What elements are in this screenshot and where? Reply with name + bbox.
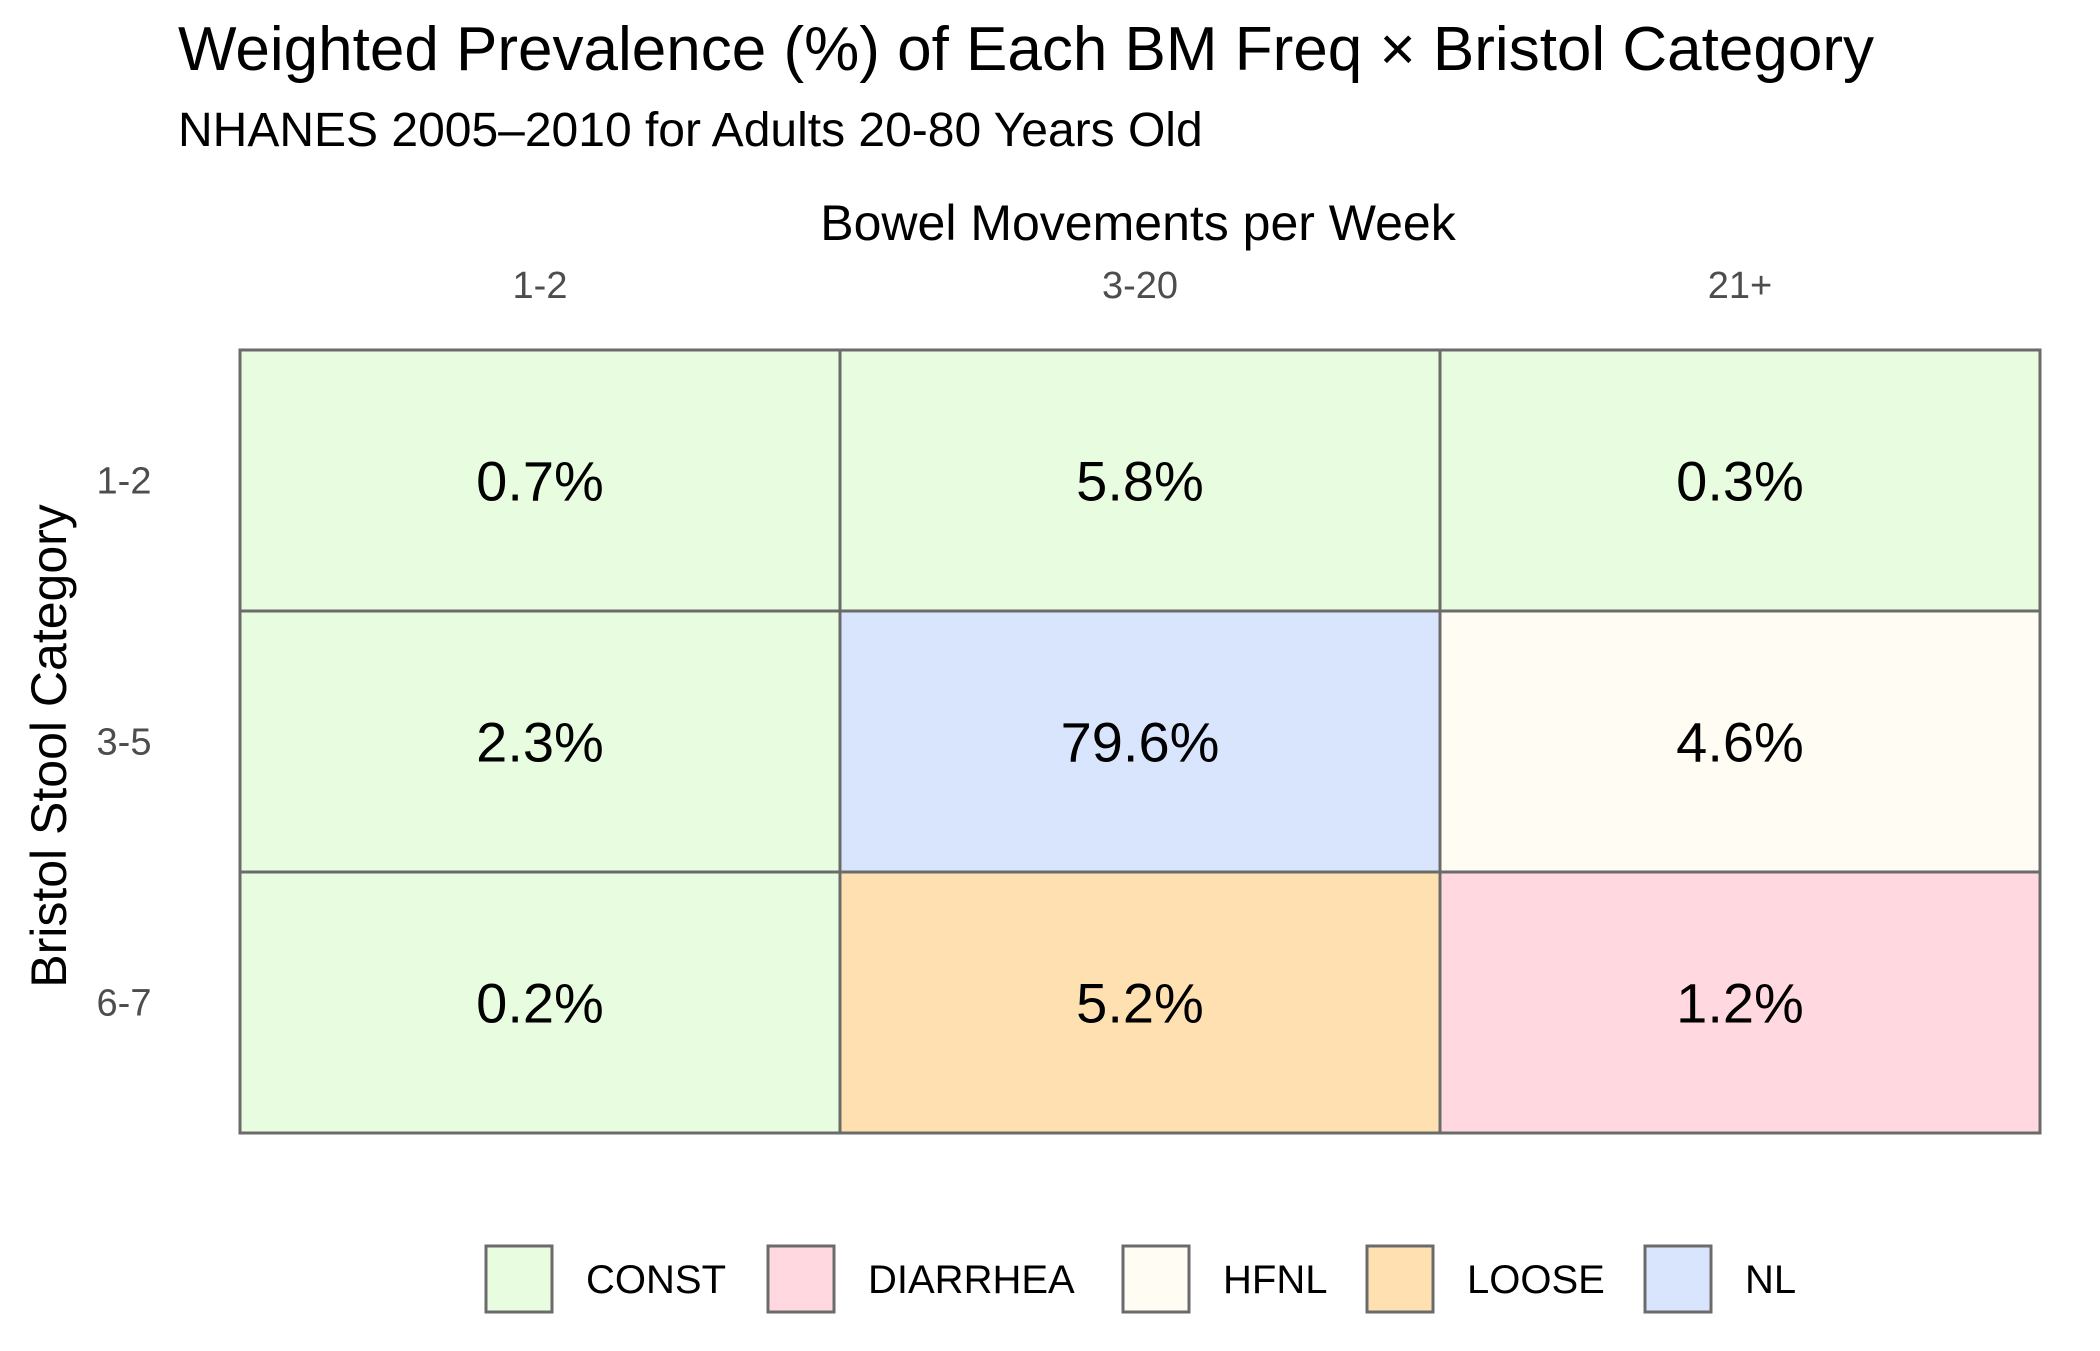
cell-value-label: 0.2% [476,972,604,1035]
cell-value-label: 1.2% [1676,972,1804,1035]
heatmap-cell [1438,609,2042,874]
cell-value-label: 0.3% [1676,450,1804,513]
legend-swatch [1643,1244,1713,1314]
chart-title: Weighted Prevalence (%) of Each BM Freq … [178,15,1874,84]
heatmap-cell [1438,870,2042,1135]
legend-label: NL [1745,1258,1796,1302]
cell-value-label: 5.2% [1076,972,1204,1035]
x-axis-ticks: 1-2 3-20 21+ [513,265,1773,307]
legend-label: HFNL [1223,1258,1327,1302]
legend-label: LOOSE [1467,1258,1605,1302]
x-tick-label: 3-20 [1102,265,1178,307]
chart-subtitle: NHANES 2005–2010 for Adults 20-80 Years … [178,104,1203,157]
legend-swatch [766,1244,836,1314]
cell-value-label: 2.3% [476,711,604,774]
legend-label: DIARRHEA [868,1258,1075,1302]
heatmap-cell [838,870,1442,1135]
cell-value-label: 79.6% [1061,711,1220,774]
cell-value-label: 5.8% [1076,450,1204,513]
y-tick-label: 1-2 [97,461,152,503]
cell-value-label: 0.7% [476,450,604,513]
heatmap-cell [238,609,842,874]
cell-value-label: 4.6% [1676,711,1804,774]
y-tick-label: 6-7 [97,983,152,1025]
heatmap-cell [1438,348,2042,613]
legend-label: CONST [586,1258,726,1302]
legend: CONST DIARRHEA HFNL LOOSE NL [484,1244,1796,1314]
x-tick-label: 21+ [1708,265,1772,307]
legend-swatch [484,1244,554,1314]
x-axis-label: Bowel Movements per Week [820,195,1456,251]
legend-swatch [1121,1244,1191,1314]
legend-swatch [1365,1244,1435,1314]
y-axis-label: Bristol Stool Category [21,504,77,988]
y-tick-label: 3-5 [97,722,152,764]
heatmap-cell [238,870,842,1135]
x-tick-label: 1-2 [513,265,568,307]
heatmap-cells: 0.7% 5.8% 0.3% 2.3% 79.6% 4.6% 0.2% 5.2% 1.2% [238,348,2042,1135]
heatmap-cell [838,609,1442,874]
y-axis-ticks: 1-2 3-5 6-7 [97,461,152,1025]
